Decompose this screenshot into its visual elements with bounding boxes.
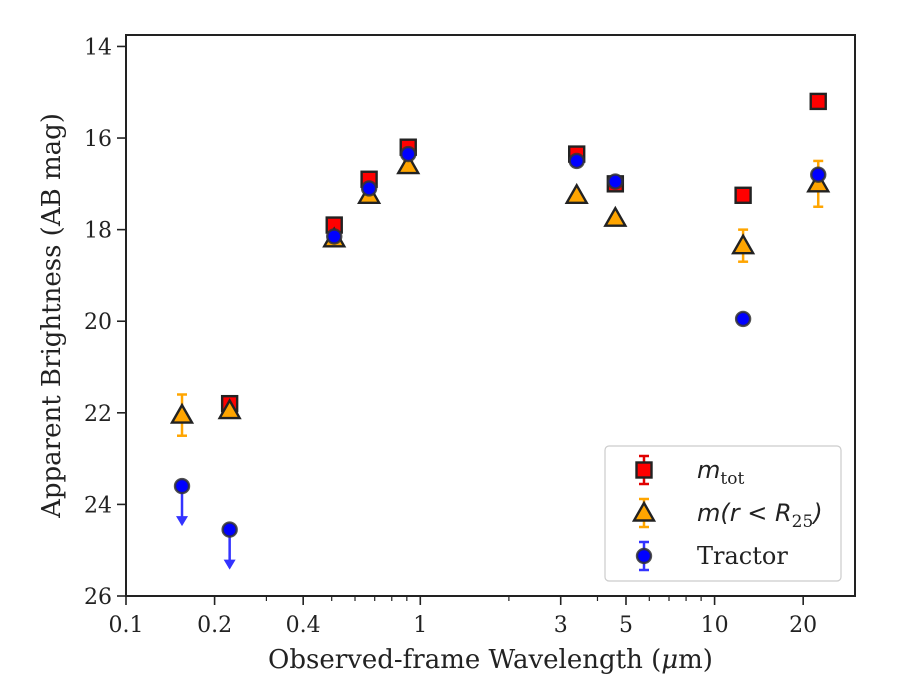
- y-tick-label: 18: [84, 219, 112, 244]
- circle-marker: [607, 173, 624, 190]
- y-tick-label: 20: [84, 310, 112, 335]
- triangle-marker: [217, 398, 242, 420]
- x-axis-title-prefix: Observed-frame Wavelength (: [268, 645, 661, 675]
- triangle-marker: [731, 233, 756, 255]
- x-tick-label: 3: [554, 613, 568, 638]
- legend-item: m(r < R25): [631, 497, 823, 532]
- legend-label-tail: ): [811, 499, 822, 527]
- circle-marker: [221, 521, 238, 538]
- legend-label-main: m(r < R: [697, 499, 792, 527]
- x-tick-label: 0.2: [197, 613, 232, 638]
- y-tick-label: 24: [84, 493, 112, 518]
- x-tick-label: 10: [701, 613, 729, 638]
- x-axis-title: Observed-frame Wavelength (μm): [268, 645, 713, 675]
- triangle-marker: [603, 205, 628, 227]
- legend: mtot m(r < R25) Tractor: [604, 445, 842, 582]
- x-tick-label: 20: [789, 613, 817, 638]
- legend-label: m(r < R25): [697, 499, 823, 532]
- plot-frame: [125, 34, 856, 597]
- square-marker: [734, 186, 752, 204]
- x-tick-label: 0.4: [286, 613, 321, 638]
- upper-limit-arrowhead: [176, 516, 189, 527]
- legend-triangle-marker: [631, 500, 657, 522]
- tick-labels: 0.1 0.2 0.4 1 3 5 10 20 14 16 18 20 22 24 26: [84, 35, 817, 638]
- triangle-marker: [564, 182, 589, 204]
- legend-item: mtot: [635, 454, 744, 489]
- legend-label-main: Tractor: [697, 542, 788, 570]
- y-tick-label: 14: [84, 35, 112, 60]
- y-tick-label: 16: [84, 127, 112, 152]
- triangle-marker: [169, 402, 195, 424]
- legend-square-marker: [635, 461, 653, 479]
- circle-marker: [360, 180, 378, 197]
- circle-marker: [326, 228, 343, 245]
- legend-circle-marker: [635, 547, 653, 565]
- x-tick-label: 0.1: [109, 613, 144, 638]
- circle-marker: [810, 166, 827, 183]
- data-markers: [169, 92, 831, 538]
- y-axis-title: Apparent Brightness (AB mag): [37, 113, 67, 519]
- legend-box: [604, 445, 842, 582]
- x-tick-label: 5: [619, 613, 633, 638]
- legend-item: Tractor: [635, 540, 788, 572]
- legend-label-main: m: [697, 456, 720, 484]
- upper-limit-arrowhead: [223, 559, 236, 570]
- y-tick-label: 26: [84, 585, 112, 610]
- legend-label: mtot: [697, 456, 744, 489]
- x-tick-label: 1: [413, 613, 427, 638]
- triangle-marker: [396, 153, 421, 175]
- circle-marker: [400, 145, 417, 163]
- square-marker: [809, 92, 827, 111]
- x-axis-title-suffix: m): [678, 645, 713, 675]
- circle-marker: [568, 152, 585, 170]
- x-axis-title-mu: μ: [661, 645, 678, 675]
- legend-label-subscript: tot: [720, 469, 744, 489]
- circle-marker: [173, 477, 191, 495]
- y-tick-label: 22: [84, 402, 112, 427]
- circle-marker: [734, 310, 752, 328]
- legend-label: Tractor: [697, 542, 788, 570]
- legend-label-subscript: 25: [792, 512, 814, 532]
